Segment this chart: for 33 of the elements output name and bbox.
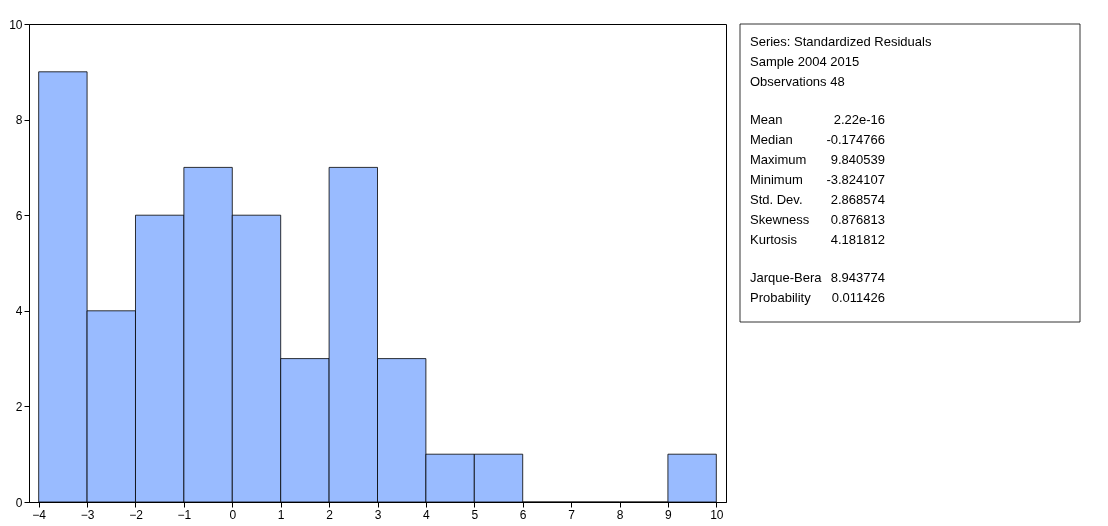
y-tick-label: 10 [9,17,23,32]
text: Jarque-Bera 8.943774 [750,270,885,285]
x-tick-label: 7 [568,507,576,522]
text: Maximum 9.840539 [750,152,885,167]
x-tick-label: 8 [616,507,624,522]
text: Skewness 0.876813 [750,212,885,227]
x-tick-label: 9 [665,507,673,522]
x-tick-label: 1 [277,507,285,522]
text: Mean 2.22e-16 [750,112,885,127]
x-tick-label: 0 [229,507,237,522]
text: Probability 0.011426 [750,290,885,305]
text: Std. Dev. 2.868574 [750,192,885,207]
x-tick-label: −2 [129,507,144,522]
x-tick-label: 10 [710,507,724,522]
x-tick-label: 3 [374,507,382,522]
text: Observations 48 [750,74,845,89]
text: Median -0.174766 [750,132,885,147]
x-tick-label: −3 [80,507,95,522]
y-tick-label: 8 [15,113,23,128]
y-tick-label: 2 [15,399,23,414]
text: Series: Standardized Residuals [750,34,932,49]
text: Kurtosis 4.181812 [750,232,885,247]
x-tick-label: 6 [519,507,527,522]
x-tick-label: −1 [177,507,192,522]
text: Sample 2004 2015 [750,54,860,69]
x-tick-label: 5 [471,507,479,522]
y-tick-label: 0 [15,495,23,510]
x-tick-label: 2 [326,507,334,522]
y-tick-label: 4 [15,304,23,319]
x-tick-label: 4 [423,507,431,522]
x-tick-label: −4 [32,507,47,522]
y-tick-label: 6 [15,208,23,223]
text: Minimum -3.824107 [750,172,885,187]
